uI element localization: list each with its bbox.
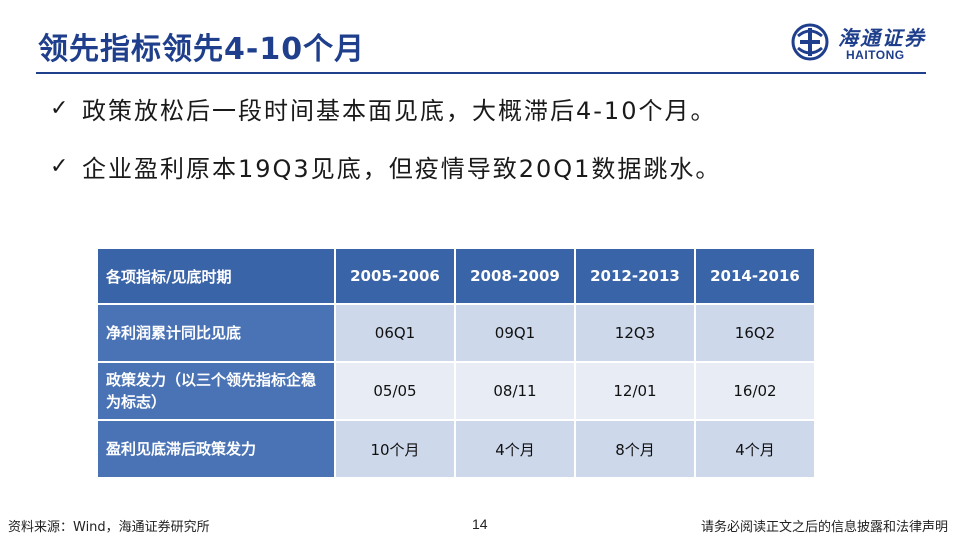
column-header: 2012-2013 [576,249,694,303]
table-header-label: 各项指标/见底时期 [98,249,334,303]
table-cell: 09Q1 [456,305,574,361]
footer-source: 资料来源：Wind，海通证券研究所 [8,520,210,535]
row-label: 盈利见底滞后政策发力 [98,421,334,477]
table-cell: 16Q2 [696,305,814,361]
haitong-logo: 海通证券 HAITONG [790,20,940,66]
table-row: 政策发力（以三个领先指标企稳为标志） 05/05 08/11 12/01 16/… [98,363,814,419]
check-icon: ✓ [50,95,71,121]
table-cell: 12/01 [576,363,694,419]
bullet-text: 政策放松后一段时间基本面见底，大概滞后4-10个月。 [82,96,717,125]
table-row: 净利润累计同比见底 06Q1 09Q1 12Q3 16Q2 [98,305,814,361]
bullet-list: ✓ 政策放松后一段时间基本面见底，大概滞后4-10个月。 ✓ 企业盈利原本19Q… [50,88,721,204]
column-header: 2014-2016 [696,249,814,303]
table-cell: 05/05 [336,363,454,419]
table-row: 盈利见底滞后政策发力 10个月 4个月 8个月 4个月 [98,421,814,477]
row-label: 净利润累计同比见底 [98,305,334,361]
table-cell: 06Q1 [336,305,454,361]
bullet-item: ✓ 企业盈利原本19Q3见底，但疫情导致20Q1数据跳水。 [50,146,721,186]
indicator-table: 各项指标/见底时期 2005-2006 2008-2009 2012-2013 … [96,247,816,479]
table-cell: 10个月 [336,421,454,477]
footer-disclaimer: 请务必阅读正文之后的信息披露和法律声明 [700,520,948,535]
bullet-item: ✓ 政策放松后一段时间基本面见底，大概滞后4-10个月。 [50,88,721,128]
column-header: 2008-2009 [456,249,574,303]
logo-english-text: HAITONG [846,48,905,62]
table-header-row: 各项指标/见底时期 2005-2006 2008-2009 2012-2013 … [98,249,814,303]
slide-title: 领先指标领先4-10个月 [38,32,366,67]
page-number: 14 [472,516,488,532]
table-cell: 12Q3 [576,305,694,361]
table-cell: 4个月 [456,421,574,477]
table-cell: 4个月 [696,421,814,477]
bullet-text: 企业盈利原本19Q3见底，但疫情导致20Q1数据跳水。 [82,154,722,183]
haitong-emblem-icon [791,23,829,61]
title-divider [36,72,926,74]
table-cell: 08/11 [456,363,574,419]
logo-chinese-text: 海通证券 [838,26,926,50]
check-icon: ✓ [50,153,71,179]
table-cell: 16/02 [696,363,814,419]
table-cell: 8个月 [576,421,694,477]
column-header: 2005-2006 [336,249,454,303]
row-label: 政策发力（以三个领先指标企稳为标志） [98,363,334,419]
